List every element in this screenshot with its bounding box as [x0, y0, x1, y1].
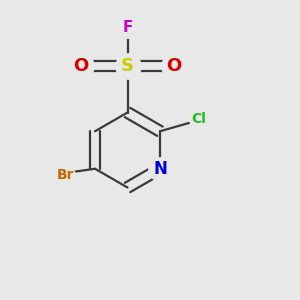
Text: O: O: [167, 57, 182, 75]
Text: O: O: [74, 57, 88, 75]
Text: Br: Br: [56, 168, 74, 182]
Text: F: F: [122, 20, 133, 34]
Text: S: S: [121, 57, 134, 75]
Text: N: N: [153, 160, 167, 178]
Text: Cl: Cl: [191, 112, 206, 126]
